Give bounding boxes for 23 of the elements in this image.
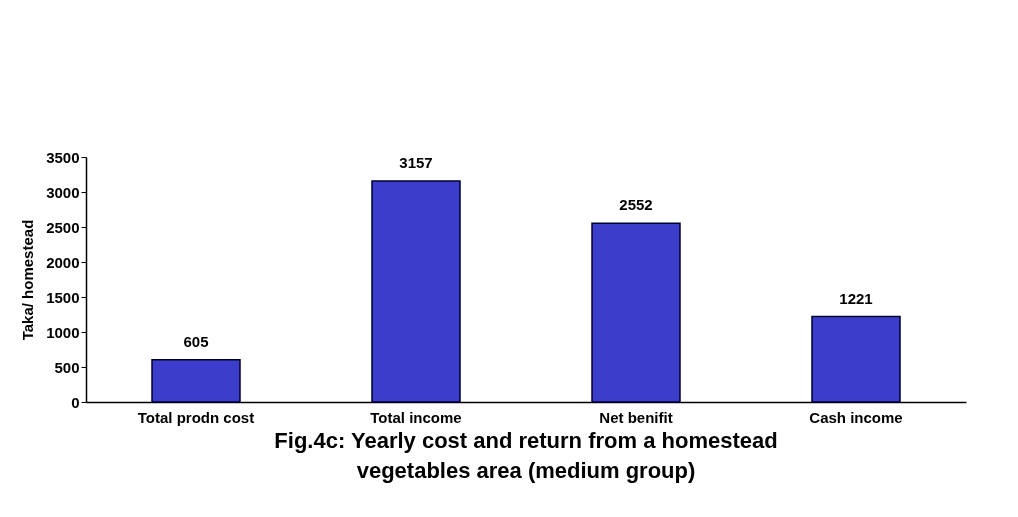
x-tick-label: Total prodn cost: [137, 408, 255, 426]
y-tick-label: 2500: [46, 218, 80, 236]
y-tick-label: 3500: [46, 148, 80, 166]
bar: [151, 358, 241, 403]
y-tick-label: 3000: [46, 183, 80, 201]
y-axis-title: Taka/ homestead: [19, 219, 37, 341]
x-tick-label: Cash income: [809, 408, 903, 426]
bar: [591, 222, 681, 403]
x-tick-label: Total income: [370, 408, 462, 426]
y-tick-label: 1000: [46, 323, 80, 341]
bar: [811, 315, 901, 403]
y-tick-label: 2000: [46, 253, 80, 271]
text: Fig.4c: Yearly cost and return from a homestead: [274, 428, 778, 453]
data-label: 1221: [839, 289, 873, 307]
text: vegetables area (medium group): [356, 458, 696, 483]
y-tick-label: 500: [54, 358, 80, 376]
data-label: 605: [183, 332, 209, 350]
y-tick-label: 0: [71, 393, 80, 411]
data-label: 3157: [399, 154, 433, 172]
x-tick-label: Net benifit: [599, 408, 673, 426]
y-tick-label: 1500: [46, 288, 80, 306]
bar: [371, 180, 461, 403]
data-label: 2552: [619, 196, 653, 214]
